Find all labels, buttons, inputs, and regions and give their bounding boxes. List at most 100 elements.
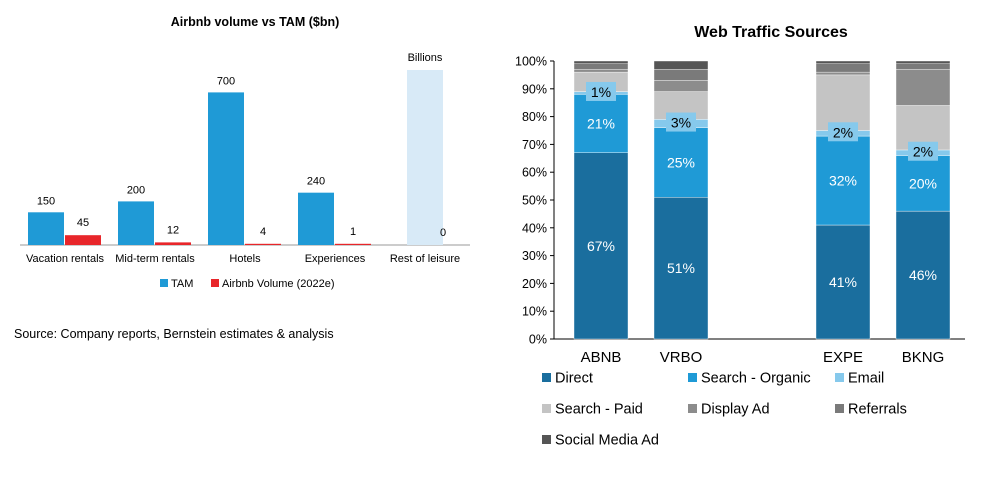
tam-bar (118, 201, 154, 245)
chart-title: Web Traffic Sources (694, 24, 848, 41)
stack-segment (895, 210, 951, 340)
airbnb-data-label: 45 (77, 217, 89, 229)
y-tick-label: 70% (522, 138, 547, 152)
tam-data-label: 200 (127, 184, 145, 196)
traffic-chart: Web Traffic Sources 0% 10% 20% 30% 40% 50% 60% 7… (515, 24, 965, 449)
stack-segment (653, 80, 709, 92)
segment-data-label: 21% (587, 116, 615, 132)
category-label: EXPE (823, 349, 863, 366)
tam-chart: Airbnb volume vs TAM ($bn) 150 45 Vacation … (20, 15, 470, 290)
legend-swatch (688, 404, 697, 413)
airbnb-bar (335, 243, 371, 245)
y-tick-label: 0% (529, 333, 547, 347)
category-label: Vacation rentals (26, 253, 105, 265)
stack-segment (815, 71, 871, 76)
legend-swatch (835, 404, 844, 413)
source-note: Source: Company reports, Bernstein estim… (14, 327, 334, 341)
traffic-chart-panel: Web Traffic Sources 0% 10% 20% 30% 40% 50% 60% 7… (490, 0, 988, 472)
legend-label: Referrals (848, 402, 907, 418)
category-label: Rest of leisure (390, 253, 460, 265)
y-tick-label: 10% (522, 305, 547, 319)
rest-of-leisure-bar (407, 70, 443, 245)
category-label: BKNG (902, 349, 945, 366)
y-tick-label: 60% (522, 166, 547, 180)
airbnb-data-label: 1 (350, 226, 356, 238)
billions-label: Billions (408, 52, 443, 64)
tam-data-label: 150 (37, 195, 55, 207)
stack-segment (573, 60, 629, 64)
legend-swatch-tam (160, 279, 168, 287)
category-label: ABNB (581, 349, 622, 366)
category-label: Experiences (305, 253, 366, 265)
segment-data-label: 25% (667, 154, 695, 170)
email-label-box (828, 122, 858, 142)
stack-segment (573, 94, 629, 153)
legend-label-airbnb: Airbnb Volume (2022e) (222, 278, 335, 290)
stack-segment (815, 74, 871, 131)
email-data-label: 2% (833, 124, 853, 140)
email-label-box (908, 141, 938, 161)
legend-label: Search - Organic (701, 371, 811, 387)
stack-segment (653, 69, 709, 81)
legend-label: Search - Paid (555, 402, 643, 418)
stack-segment (895, 63, 951, 70)
stack-segment (895, 69, 951, 106)
y-tick-label: 30% (522, 249, 547, 263)
legend-swatch (542, 435, 551, 444)
tam-chart-panel: Airbnb volume vs TAM ($bn) 150 45 Vacation … (0, 0, 490, 472)
stack-segment (573, 152, 629, 340)
y-tick-label: 90% (522, 82, 547, 96)
airbnb-data-label: 0 (440, 227, 446, 239)
legend-label: Email (848, 371, 884, 387)
stack-segment (895, 60, 951, 64)
chart-title: Airbnb volume vs TAM ($bn) (171, 15, 340, 29)
tam-bar (28, 212, 64, 245)
segment-data-label: 46% (909, 267, 937, 283)
email-data-label: 1% (591, 84, 611, 100)
stack-segment (573, 69, 629, 73)
stack-segment (573, 63, 629, 70)
stack-segment (815, 135, 871, 226)
y-tick-label: 100% (515, 55, 547, 69)
segment-data-label: 20% (909, 175, 937, 191)
stack-segment (815, 63, 871, 73)
email-label-box (666, 112, 696, 132)
tam-data-label: 240 (307, 176, 325, 188)
legend-label: Social Media Ad (555, 433, 659, 449)
category-label: Mid-term rentals (115, 253, 195, 265)
email-label-box (586, 81, 616, 101)
stack-segment (653, 127, 709, 198)
stack-segment (653, 197, 709, 340)
tam-bar (208, 92, 244, 246)
legend-label-tam: TAM (171, 278, 193, 290)
airbnb-data-label: 12 (167, 224, 179, 236)
airbnb-bar (155, 242, 191, 245)
tam-data-label: 700 (217, 75, 235, 87)
airbnb-bar (65, 235, 101, 245)
airbnb-data-label: 4 (260, 226, 266, 238)
category-label: Hotels (229, 253, 261, 265)
legend-label: Direct (555, 371, 593, 387)
airbnb-bar (245, 243, 281, 245)
y-tick-label: 40% (522, 221, 547, 235)
email-data-label: 3% (671, 115, 691, 131)
segment-data-label: 67% (587, 238, 615, 254)
legend-swatch-airbnb (211, 279, 219, 287)
stack-segment (895, 155, 951, 212)
legend-label: Display Ad (701, 402, 770, 418)
category-label: VRBO (660, 349, 703, 366)
y-tick-label: 20% (522, 277, 547, 291)
segment-data-label: 41% (829, 274, 857, 290)
stack-segment (815, 60, 871, 64)
y-tick-label: 80% (522, 110, 547, 124)
segment-data-label: 51% (667, 260, 695, 276)
tam-bar (298, 192, 334, 245)
stack-segment (815, 224, 871, 340)
legend-swatch (542, 404, 551, 413)
email-data-label: 2% (913, 144, 933, 160)
legend-swatch (542, 373, 551, 382)
stack-segment (653, 60, 709, 70)
y-tick-label: 50% (522, 194, 547, 208)
segment-data-label: 32% (829, 173, 857, 189)
legend-swatch (835, 373, 844, 382)
